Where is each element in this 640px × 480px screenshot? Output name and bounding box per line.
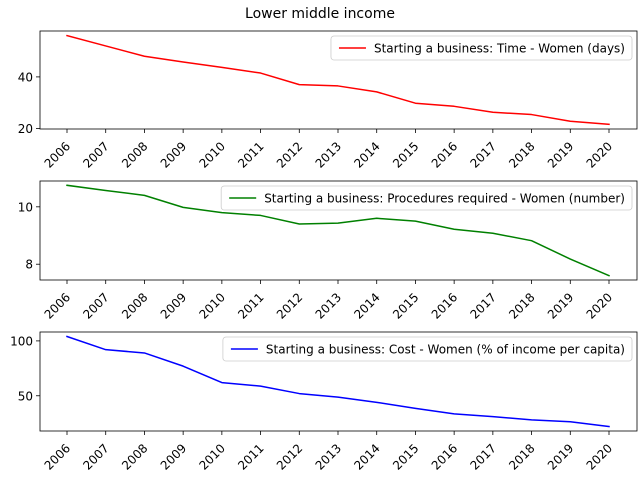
x-tick-label-2020: 2020 <box>584 290 615 321</box>
x-tick-label-2019: 2019 <box>545 441 576 472</box>
legend: Starting a business: Cost - Women (% of … <box>222 336 633 362</box>
x-tick-label-2008: 2008 <box>119 290 150 321</box>
chart-title: Lower middle income <box>245 6 395 22</box>
panel-2: 2006 2007 2008 2009 2010 2011 2012 2013 2014 2015… <box>18 180 638 322</box>
x-tick-label-2013: 2013 <box>313 139 344 170</box>
y-tick-label-20: 20 <box>18 122 33 136</box>
x-tick-label-2019: 2019 <box>545 290 576 321</box>
x-tick-label-2009: 2009 <box>158 139 189 170</box>
x-tick-label-2013: 2013 <box>313 290 344 321</box>
x-tick-label-2017: 2017 <box>467 441 498 472</box>
x-tick-label-2008: 2008 <box>119 441 150 472</box>
legend: Starting a business: Time - Women (days) <box>330 35 633 61</box>
x-tick-label-2009: 2009 <box>158 290 189 321</box>
x-tick-label-2016: 2016 <box>429 290 460 321</box>
x-tick-label-2012: 2012 <box>274 139 305 170</box>
x-tick-label-2016: 2016 <box>429 441 460 472</box>
legend-label: Starting a business: Procedures required… <box>264 192 625 206</box>
legend-label: Starting a business: Cost - Women (% of … <box>266 343 625 357</box>
panel-1: 2006 2007 2008 2009 2010 2011 2012 2013 2014 2015… <box>18 30 638 171</box>
legend-box <box>330 35 633 61</box>
x-tick-label-2018: 2018 <box>506 139 537 170</box>
legend-label: Starting a business: Time - Women (days) <box>374 42 625 56</box>
x-tick-label-2007: 2007 <box>80 290 111 321</box>
axes-frame <box>39 30 638 130</box>
x-tick-label-2016: 2016 <box>429 139 460 170</box>
x-tick-label-2015: 2015 <box>390 290 421 321</box>
x-tick-label-2018: 2018 <box>506 290 537 321</box>
x-tick-label-2015: 2015 <box>390 441 421 472</box>
x-tick-label-2017: 2017 <box>467 139 498 170</box>
x-tick-label-2012: 2012 <box>274 290 305 321</box>
x-tick-label-2014: 2014 <box>351 290 382 321</box>
legend: Starting a business: Procedures required… <box>220 185 633 211</box>
x-tick-label-2020: 2020 <box>584 441 615 472</box>
x-tick-label-2018: 2018 <box>506 441 537 472</box>
x-tick-label-2017: 2017 <box>467 290 498 321</box>
x-tick-label-2007: 2007 <box>80 139 111 170</box>
x-tick-label-2007: 2007 <box>80 441 111 472</box>
x-tick-label-2009: 2009 <box>158 441 189 472</box>
x-tick-label-2006: 2006 <box>42 441 73 472</box>
x-tick-label-2015: 2015 <box>390 139 421 170</box>
x-tick-label-2011: 2011 <box>235 441 266 472</box>
y-tick-label-100: 100 <box>10 334 33 348</box>
x-tick-label-2006: 2006 <box>42 290 73 321</box>
x-tick-label-2014: 2014 <box>351 139 382 170</box>
x-tick-label-2010: 2010 <box>196 441 227 472</box>
x-tick-label-2011: 2011 <box>235 290 266 321</box>
x-tick-label-2012: 2012 <box>274 441 305 472</box>
axes-frame <box>39 331 638 432</box>
x-tick-label-2006: 2006 <box>42 139 73 170</box>
x-tick-label-2020: 2020 <box>584 139 615 170</box>
panel-3: 2006 2007 2008 2009 2010 2011 2012 2013 2014 2015… <box>10 331 638 473</box>
x-tick-label-2010: 2010 <box>196 139 227 170</box>
y-tick-label-50: 50 <box>18 389 33 403</box>
axes-frame <box>39 180 638 281</box>
legend-box <box>220 185 633 211</box>
x-tick-label-2013: 2013 <box>313 441 344 472</box>
x-tick-label-2014: 2014 <box>351 441 382 472</box>
y-tick-label-40: 40 <box>18 70 33 84</box>
x-tick-label-2011: 2011 <box>235 139 266 170</box>
legend-box <box>222 336 633 362</box>
y-tick-label-8: 8 <box>25 258 33 272</box>
x-tick-label-2019: 2019 <box>545 139 576 170</box>
x-tick-label-2010: 2010 <box>196 290 227 321</box>
y-tick-label-10: 10 <box>18 200 33 214</box>
x-tick-label-2008: 2008 <box>119 139 150 170</box>
panels: 2006 2007 2008 2009 2010 2011 2012 2013 2014 2015… <box>10 30 638 473</box>
